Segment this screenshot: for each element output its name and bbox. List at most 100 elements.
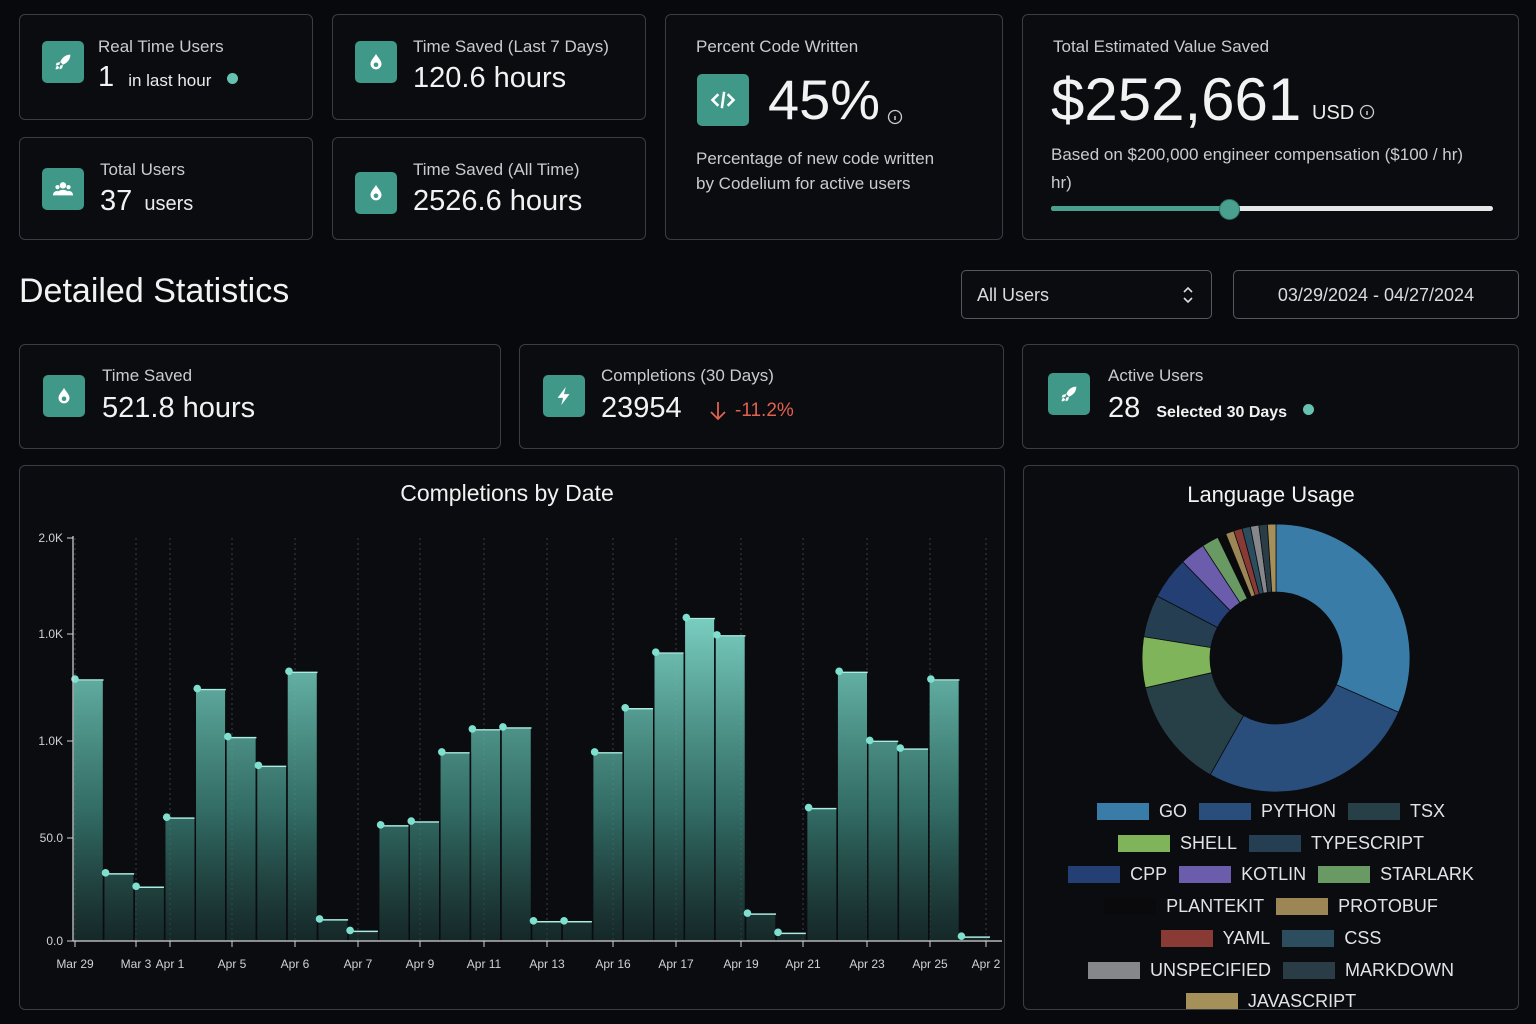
legend-label: TYPESCRIPT bbox=[1311, 832, 1425, 853]
slider-thumb[interactable] bbox=[1218, 199, 1240, 220]
completion-point[interactable] bbox=[529, 917, 538, 925]
completion-point[interactable] bbox=[560, 917, 568, 925]
completion-point[interactable] bbox=[315, 915, 324, 923]
legend-item-yaml[interactable]: YAML bbox=[1160, 927, 1271, 949]
percent-code-label: Percent Code Written bbox=[696, 37, 859, 56]
percent-code-desc1: Percentage of new code written bbox=[696, 149, 935, 168]
completion-point[interactable] bbox=[651, 648, 660, 656]
completion-point[interactable] bbox=[499, 723, 507, 731]
legend-swatch bbox=[1185, 993, 1238, 1009]
completions-card: Completions (30 Days) 23954 -11.2% bbox=[519, 344, 1004, 449]
legend-item-javascript[interactable]: JAVASCRIPT bbox=[1185, 991, 1357, 1010]
legend-swatch bbox=[1348, 803, 1400, 820]
legend-label: UNSPECIFIED bbox=[1149, 959, 1272, 980]
legend-item-go[interactable]: GO bbox=[1096, 801, 1187, 822]
legend-item-cpp[interactable]: CPP bbox=[1068, 864, 1167, 885]
legend-item-plantekit[interactable]: PLANTEKIT bbox=[1104, 896, 1264, 917]
legend-swatch bbox=[1282, 929, 1335, 947]
completion-point[interactable] bbox=[927, 675, 935, 683]
completion-point[interactable] bbox=[804, 803, 813, 812]
pie-slice-javascript[interactable] bbox=[1266, 523, 1277, 593]
time-saved-all-card: Time Saved (All Time) 2526.6 hours bbox=[332, 137, 646, 240]
legend-item-protobuf[interactable]: PROTOBUF bbox=[1276, 896, 1438, 917]
completion-point[interactable] bbox=[407, 817, 416, 825]
total-users-value: 37 users bbox=[100, 185, 193, 218]
x-tick-label: Apr 13 bbox=[529, 957, 565, 971]
legend-swatch bbox=[1318, 866, 1371, 884]
slider-fill bbox=[1051, 206, 1228, 211]
active-users-sub: Selected 30 Days bbox=[1156, 404, 1288, 421]
legend-label: KOTLIN bbox=[1241, 864, 1307, 885]
legend-item-kotlin[interactable]: KOTLIN bbox=[1179, 864, 1306, 885]
x-tick-label: Apr 6 bbox=[281, 957, 310, 971]
completion-point[interactable] bbox=[896, 744, 905, 752]
legend-item-shell[interactable]: SHELL bbox=[1117, 832, 1237, 854]
x-tick-label: Apr 23 bbox=[849, 957, 885, 971]
completion-point[interactable] bbox=[590, 748, 599, 756]
legend-swatch bbox=[1249, 834, 1301, 852]
rocket-icon bbox=[1048, 373, 1090, 415]
legend-label: JAVASCRIPT bbox=[1247, 991, 1357, 1010]
legend-label: YAML bbox=[1222, 927, 1271, 948]
info-icon[interactable] bbox=[1359, 104, 1375, 120]
legend-swatch bbox=[1160, 929, 1213, 947]
completion-point[interactable] bbox=[71, 675, 79, 683]
completion-point[interactable] bbox=[376, 821, 385, 829]
completion-point[interactable] bbox=[957, 932, 966, 940]
completion-point[interactable] bbox=[468, 725, 477, 733]
legend-item-python[interactable]: PYTHON bbox=[1198, 801, 1336, 822]
completion-point[interactable] bbox=[162, 813, 171, 821]
completion-point[interactable] bbox=[193, 684, 202, 693]
pie-slice-go[interactable] bbox=[1275, 523, 1411, 713]
legend-label: GO bbox=[1158, 801, 1187, 821]
total-users-number: 37 bbox=[100, 185, 133, 217]
date-range-value: 03/29/2024 - 04/27/2024 bbox=[1277, 285, 1475, 305]
time-saved-7d-label: Time Saved (Last 7 Days) bbox=[413, 37, 609, 56]
completion-point[interactable] bbox=[865, 736, 874, 745]
user-filter-value: All Users bbox=[977, 285, 1050, 305]
time-saved-all-value: 2526.6 hours bbox=[413, 185, 583, 217]
compensation-slider[interactable] bbox=[1051, 199, 1493, 220]
legend-label: STARLARK bbox=[1380, 864, 1474, 885]
active-users-label: Active Users bbox=[1108, 366, 1204, 385]
completions-change: -11.2% bbox=[735, 400, 794, 421]
y-tick-label: 1.0K bbox=[38, 734, 63, 748]
completion-point[interactable] bbox=[132, 882, 140, 891]
users-icon bbox=[42, 168, 84, 210]
legend-swatch bbox=[1087, 961, 1140, 979]
completion-point[interactable] bbox=[774, 928, 782, 937]
legend-item-css[interactable]: CSS bbox=[1282, 928, 1381, 949]
value-saved-desc1: Based on $200,000 engineer compensation … bbox=[1051, 145, 1464, 164]
legend-item-unspecified[interactable]: UNSPECIFIED bbox=[1087, 959, 1272, 981]
legend-item-markdown[interactable]: MARKDOWN bbox=[1283, 960, 1454, 981]
x-tick-label: Apr 16 bbox=[595, 957, 631, 971]
legend-swatch bbox=[1068, 866, 1121, 884]
completion-point[interactable] bbox=[224, 732, 232, 741]
legend-item-starlark[interactable]: STARLARK bbox=[1318, 864, 1474, 885]
x-tick-label: Apr 7 bbox=[344, 957, 373, 971]
completion-point[interactable] bbox=[438, 748, 446, 756]
completion-point[interactable] bbox=[621, 703, 629, 712]
legend-item-typescript[interactable]: TYPESCRIPT bbox=[1249, 833, 1424, 854]
completion-point[interactable] bbox=[682, 613, 691, 622]
chevron-updown-icon bbox=[1183, 286, 1193, 304]
percent-code-card: Percent Code Written 45% Percentage of n… bbox=[665, 14, 1003, 240]
user-filter-select[interactable]: All Users bbox=[961, 270, 1212, 319]
legend-item-tsx[interactable]: TSX bbox=[1348, 801, 1445, 822]
completion-point[interactable] bbox=[743, 909, 752, 917]
time-saved-all-label: Time Saved (All Time) bbox=[413, 160, 580, 179]
completion-point[interactable] bbox=[835, 667, 843, 676]
completion-point[interactable] bbox=[346, 926, 354, 935]
time-saved-label: Time Saved bbox=[102, 366, 193, 385]
legend-row: GO PYTHON TSX bbox=[1024, 801, 1518, 822]
pie-slice-python[interactable] bbox=[1209, 684, 1400, 793]
info-icon[interactable] bbox=[887, 109, 903, 125]
legend-label: SHELL bbox=[1179, 832, 1237, 853]
date-range-picker[interactable]: 03/29/2024 - 04/27/2024 bbox=[1233, 270, 1519, 319]
x-tick-label: Apr 21 bbox=[785, 957, 821, 971]
completion-point[interactable] bbox=[285, 667, 293, 676]
completion-point[interactable] bbox=[254, 761, 263, 770]
drop-icon bbox=[355, 172, 397, 214]
completion-point[interactable] bbox=[713, 631, 721, 639]
completion-point[interactable] bbox=[101, 869, 110, 877]
